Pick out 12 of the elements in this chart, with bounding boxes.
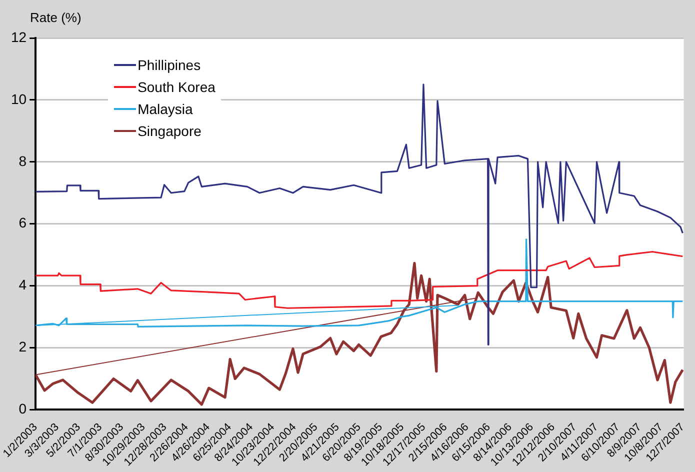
legend-label: Malaysia — [138, 101, 193, 117]
legend-label: South Korea — [138, 79, 216, 95]
y-tick-label: 10 — [10, 90, 27, 107]
y-tick-label: 12 — [10, 28, 27, 45]
y-tick-label: 0 — [18, 400, 27, 417]
y-tick-label: 4 — [18, 276, 27, 293]
y-axis-title: Rate (%) — [30, 10, 82, 25]
y-tick-label: 6 — [18, 214, 27, 231]
y-tick-label: 8 — [18, 152, 27, 169]
legend-label: Singapore — [138, 123, 202, 139]
legend-label: Phillipines — [138, 57, 201, 73]
y-tick-label: 2 — [18, 338, 27, 355]
